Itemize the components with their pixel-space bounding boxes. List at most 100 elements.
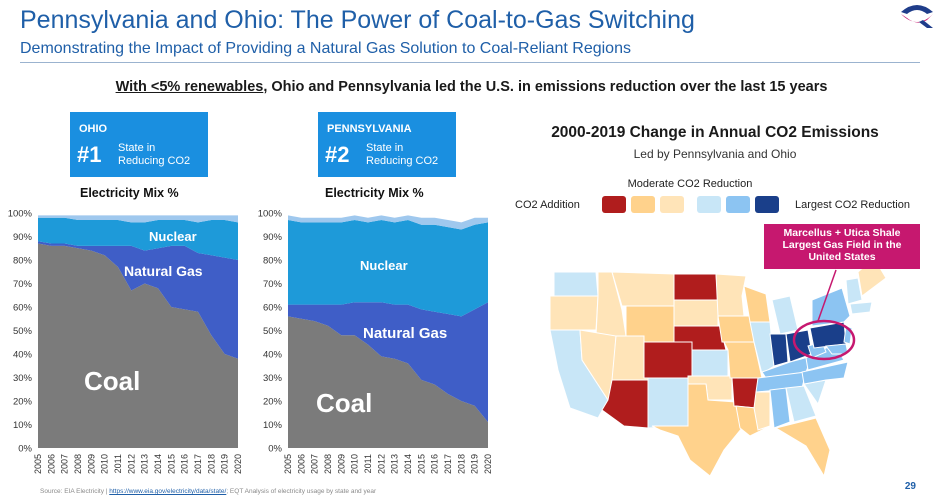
y-tick-label: 20% xyxy=(13,397,33,408)
callout-pointer xyxy=(817,269,837,322)
slide-title: Pennsylvania and Ohio: The Power of Coal… xyxy=(20,6,695,34)
map-state-vermont-nh xyxy=(845,277,863,305)
x-tick-label: 2014 xyxy=(153,454,163,474)
callout-line3: United States xyxy=(808,251,876,263)
us-co2-map xyxy=(549,257,887,478)
y-tick-label: 70% xyxy=(263,279,283,290)
map-state-north-dakota xyxy=(673,273,719,301)
legend-swatch-largest-reduction xyxy=(755,196,779,213)
x-tick-label: 2019 xyxy=(220,454,230,474)
legend-swatch-addition xyxy=(602,196,626,213)
x-tick-label: 2016 xyxy=(430,454,440,474)
map-state-michigan xyxy=(771,295,799,335)
y-tick-label: 30% xyxy=(263,373,283,384)
pa-rank-box: PENNSYLVANIA #2 State in Reducing CO2 xyxy=(318,112,456,177)
eqt-logo-icon xyxy=(901,5,933,28)
x-tick-label: 2007 xyxy=(310,454,320,474)
y-tick-label: 100% xyxy=(8,209,33,220)
y-tick-label: 0% xyxy=(268,444,282,455)
x-tick-label: 2015 xyxy=(166,454,176,474)
x-tick-label: 2006 xyxy=(46,454,56,474)
x-tick-label: 2012 xyxy=(126,454,136,474)
map-state-iowa xyxy=(717,315,755,343)
callout-line1: Marcellus + Utica Shale xyxy=(783,227,901,239)
x-tick-label: 2011 xyxy=(363,454,373,473)
x-tick-label: 2014 xyxy=(403,454,413,474)
label-coal: Coal xyxy=(316,388,372,418)
y-tick-label: 60% xyxy=(13,303,33,314)
x-tick-label: 2009 xyxy=(86,454,96,474)
pa-electricity-mix-chart: 0%10%20%30%40%50%60%70%80%90%100%2005 200… xyxy=(258,209,493,475)
x-tick-label: 2007 xyxy=(60,454,70,474)
y-tick-label: 10% xyxy=(263,420,283,431)
legend-addition-label: CO2 Addition xyxy=(515,199,580,211)
map-state-new-mexico xyxy=(647,377,689,429)
legend-swatch-strong-reduction xyxy=(726,196,750,213)
label-nuclear: Nuclear xyxy=(149,229,197,244)
area-series-coal xyxy=(38,243,238,448)
callout-line2: Largest Gas Field in the xyxy=(782,239,902,251)
x-tick-label: 2010 xyxy=(100,454,110,474)
pa-state-label: PENNSYLVANIA xyxy=(327,123,412,135)
map-subtitle: Led by Pennsylvania and Ohio xyxy=(633,147,797,161)
y-tick-label: 50% xyxy=(13,326,33,337)
map-state-mississippi xyxy=(753,391,771,431)
map-state-kansas xyxy=(691,349,729,377)
source-prefix: Source: EIA Electricity | xyxy=(40,488,110,495)
x-tick-label: 2020 xyxy=(233,454,243,474)
ohio-rank-label-line1: State in xyxy=(118,142,156,154)
source-note: Source: EIA Electricity | https://www.ei… xyxy=(40,488,376,495)
map-title: 2000-2019 Change in Annual CO2 Emissions xyxy=(551,124,879,141)
pa-rank-label-line1: State in xyxy=(366,142,404,154)
x-tick-label: 2005 xyxy=(33,454,43,474)
map-state-washington xyxy=(553,271,599,297)
title-divider xyxy=(20,62,920,63)
y-tick-label: 10% xyxy=(13,420,33,431)
y-tick-label: 100% xyxy=(258,209,283,220)
x-tick-label: 2006 xyxy=(296,454,306,474)
map-state-colorado xyxy=(643,341,693,379)
y-tick-label: 70% xyxy=(13,279,33,290)
ohio-rank-label: State in Reducing CO2 xyxy=(118,142,190,168)
legend-swatch-light-addition xyxy=(631,196,655,213)
pa-rank-label-line2: Reducing CO2 xyxy=(366,155,439,167)
y-tick-label: 50% xyxy=(263,326,283,337)
map-state-alabama xyxy=(769,387,791,429)
x-tick-label: 2018 xyxy=(456,454,466,474)
pa-chart-title: Electricity Mix % xyxy=(325,186,424,200)
area-series-other-3 xyxy=(38,215,238,223)
headline-rest: , Ohio and Pennsylvania led the U.S. in … xyxy=(263,79,828,95)
map-state-florida xyxy=(774,417,831,478)
map-state-indiana xyxy=(769,333,789,367)
x-tick-label: 2016 xyxy=(180,454,190,474)
y-tick-label: 20% xyxy=(263,397,283,408)
source-suffix: ; EQT Analysis of electricity usage by s… xyxy=(226,488,377,495)
x-tick-label: 2008 xyxy=(73,454,83,474)
source-link[interactable]: https://www.eia.gov/electricity/data/sta… xyxy=(109,488,227,495)
area-series-natural-gas xyxy=(288,302,488,423)
page-number: 29 xyxy=(904,481,916,492)
legend-swatch-neutral xyxy=(660,196,684,213)
y-tick-label: 90% xyxy=(263,232,283,243)
x-tick-label: 2012 xyxy=(376,454,386,474)
x-tick-label: 2010 xyxy=(350,454,360,474)
label-natural-gas: Natural Gas xyxy=(124,263,203,279)
ohio-chart-title: Electricity Mix % xyxy=(80,186,179,200)
label-coal: Coal xyxy=(84,366,140,396)
pa-rank: #2 xyxy=(325,142,350,167)
map-state-georgia xyxy=(785,385,817,423)
legend-swatch-moderate-reduction xyxy=(697,196,721,213)
y-tick-label: 80% xyxy=(263,256,283,267)
label-natural-gas: Natural Gas xyxy=(363,325,447,342)
y-tick-label: 40% xyxy=(263,350,283,361)
x-tick-label: 2013 xyxy=(390,454,400,474)
y-tick-label: 40% xyxy=(13,350,33,361)
label-nuclear: Nuclear xyxy=(360,258,408,273)
x-tick-label: 2017 xyxy=(193,454,203,474)
x-tick-label: 2009 xyxy=(336,454,346,474)
x-tick-label: 2005 xyxy=(283,454,293,474)
x-tick-label: 2020 xyxy=(483,454,493,474)
map-state-texas xyxy=(651,383,743,477)
area-series-other-3 xyxy=(288,215,488,230)
x-tick-label: 2011 xyxy=(113,454,123,473)
